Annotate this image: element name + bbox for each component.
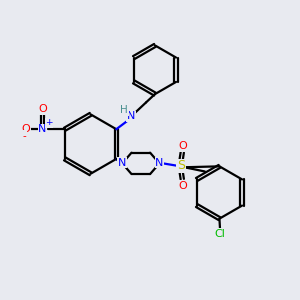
Text: +: + — [45, 118, 53, 127]
Text: N: N — [127, 111, 135, 122]
Text: H: H — [120, 106, 128, 116]
Text: -: - — [23, 131, 27, 141]
Text: O: O — [22, 124, 31, 134]
Text: N: N — [38, 124, 47, 134]
Text: N: N — [155, 158, 164, 168]
Text: N: N — [118, 158, 126, 168]
Text: O: O — [178, 141, 187, 151]
Text: O: O — [178, 181, 187, 191]
Text: Cl: Cl — [214, 229, 226, 239]
Text: O: O — [38, 104, 47, 114]
Text: S: S — [177, 159, 185, 172]
